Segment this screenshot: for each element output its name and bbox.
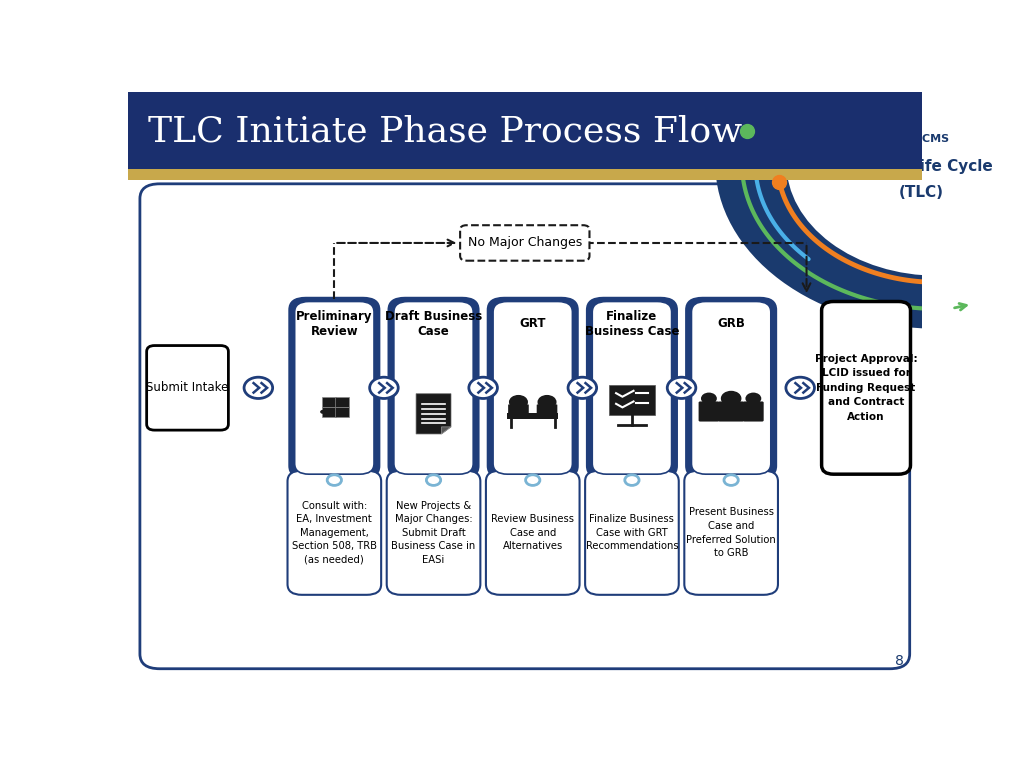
FancyBboxPatch shape xyxy=(821,302,910,474)
Text: Review Business
Case and
Alternatives: Review Business Case and Alternatives xyxy=(492,514,574,551)
FancyBboxPatch shape xyxy=(691,302,771,474)
Text: New Projects &
Major Changes:
Submit Draft
Business Case in
EASi: New Projects & Major Changes: Submit Dra… xyxy=(391,501,476,565)
Circle shape xyxy=(538,395,557,409)
Circle shape xyxy=(625,475,639,485)
FancyBboxPatch shape xyxy=(718,402,744,422)
FancyBboxPatch shape xyxy=(486,471,580,595)
Text: GRT: GRT xyxy=(519,317,546,330)
FancyBboxPatch shape xyxy=(322,397,336,407)
Text: Project Approval:
LCID issued for
Funding Request
and Contract
Action: Project Approval: LCID issued for Fundin… xyxy=(815,354,918,422)
Text: Draft Business
Case: Draft Business Case xyxy=(385,310,482,338)
Text: Present Business
Case and
Preferred Solution
to GRB: Present Business Case and Preferred Solu… xyxy=(686,508,776,558)
FancyBboxPatch shape xyxy=(394,302,473,474)
Text: Submit Intake: Submit Intake xyxy=(146,382,228,394)
FancyBboxPatch shape xyxy=(585,471,679,595)
Circle shape xyxy=(321,410,326,414)
FancyBboxPatch shape xyxy=(586,296,678,479)
Circle shape xyxy=(745,392,761,405)
FancyBboxPatch shape xyxy=(486,296,579,479)
FancyBboxPatch shape xyxy=(387,471,480,595)
Polygon shape xyxy=(416,394,451,434)
Circle shape xyxy=(329,408,335,412)
FancyBboxPatch shape xyxy=(743,402,764,422)
Text: Finalize
Business Case: Finalize Business Case xyxy=(585,310,679,338)
FancyBboxPatch shape xyxy=(140,184,909,669)
Circle shape xyxy=(786,51,1024,276)
FancyBboxPatch shape xyxy=(335,407,349,417)
Text: Finalize Business
Case with GRT
Recommendations: Finalize Business Case with GRT Recommen… xyxy=(586,514,678,551)
FancyBboxPatch shape xyxy=(289,296,380,479)
FancyBboxPatch shape xyxy=(494,302,572,474)
FancyBboxPatch shape xyxy=(288,471,381,595)
Text: The CMS: The CMS xyxy=(895,134,948,144)
Circle shape xyxy=(724,475,738,485)
FancyBboxPatch shape xyxy=(460,225,590,260)
FancyBboxPatch shape xyxy=(322,407,336,417)
Text: Consult with:
EA, Investment
Management,
Section 508, TRB
(as needed): Consult with: EA, Investment Management,… xyxy=(292,501,377,565)
Circle shape xyxy=(568,377,597,399)
Circle shape xyxy=(426,475,440,485)
FancyBboxPatch shape xyxy=(128,92,922,170)
Circle shape xyxy=(469,377,498,399)
FancyBboxPatch shape xyxy=(146,346,228,430)
Circle shape xyxy=(716,0,1024,329)
Circle shape xyxy=(370,377,398,399)
FancyBboxPatch shape xyxy=(685,296,777,479)
Text: Target Life Cycle: Target Life Cycle xyxy=(850,158,993,174)
Text: 8: 8 xyxy=(895,654,904,668)
FancyBboxPatch shape xyxy=(684,471,778,595)
FancyBboxPatch shape xyxy=(537,405,557,415)
Circle shape xyxy=(525,475,540,485)
Circle shape xyxy=(244,377,272,399)
Circle shape xyxy=(721,391,741,406)
FancyBboxPatch shape xyxy=(609,386,655,415)
Circle shape xyxy=(785,377,814,399)
FancyBboxPatch shape xyxy=(335,397,349,407)
Text: TLC Initiate Phase Process Flow: TLC Initiate Phase Process Flow xyxy=(148,114,742,148)
Polygon shape xyxy=(507,412,558,419)
FancyBboxPatch shape xyxy=(592,302,672,474)
Circle shape xyxy=(701,392,717,405)
Text: No Major Changes: No Major Changes xyxy=(468,237,582,250)
Text: (TLC): (TLC) xyxy=(899,185,944,200)
Text: GRB: GRB xyxy=(717,317,745,330)
FancyBboxPatch shape xyxy=(698,402,719,422)
Circle shape xyxy=(509,395,528,409)
Circle shape xyxy=(328,475,341,485)
Text: Preliminary
Review: Preliminary Review xyxy=(296,310,373,338)
FancyBboxPatch shape xyxy=(295,302,374,474)
Polygon shape xyxy=(441,427,451,434)
FancyBboxPatch shape xyxy=(387,296,479,479)
FancyBboxPatch shape xyxy=(128,169,922,180)
Circle shape xyxy=(668,377,696,399)
FancyBboxPatch shape xyxy=(508,405,528,415)
